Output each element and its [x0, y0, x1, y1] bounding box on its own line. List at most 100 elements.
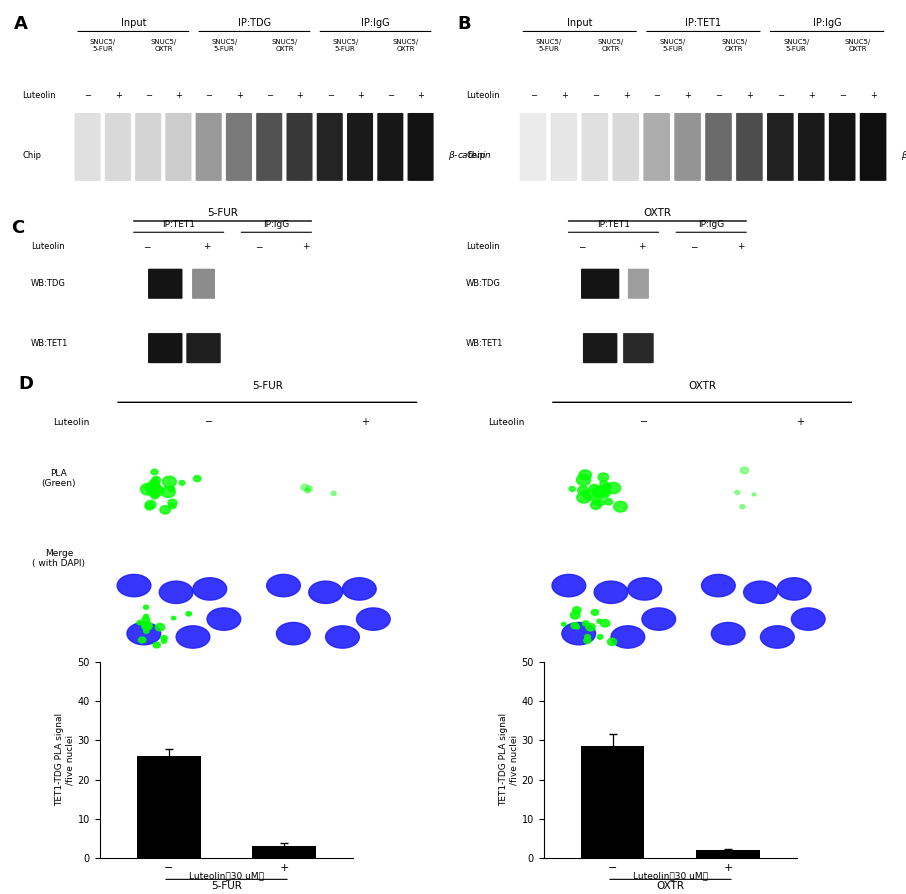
Circle shape [573, 607, 581, 613]
Text: Luteolin（30 uM）: Luteolin（30 uM） [189, 872, 264, 881]
Ellipse shape [760, 626, 795, 648]
Text: +: + [236, 91, 243, 100]
Circle shape [151, 478, 158, 484]
Text: +: + [296, 91, 304, 100]
Text: −: − [266, 91, 273, 100]
Text: −: − [530, 91, 537, 100]
Circle shape [161, 636, 168, 641]
Circle shape [597, 635, 603, 639]
Circle shape [613, 502, 627, 512]
Text: −: − [143, 242, 150, 251]
Circle shape [152, 477, 160, 484]
Text: Chip: Chip [467, 151, 486, 160]
Ellipse shape [207, 608, 241, 630]
Ellipse shape [127, 622, 160, 645]
Ellipse shape [159, 581, 193, 603]
Text: +: + [115, 91, 121, 100]
Ellipse shape [309, 581, 342, 603]
Text: IP:IgG: IP:IgG [699, 220, 724, 229]
Bar [137, 756, 200, 858]
Circle shape [590, 485, 599, 492]
Text: +: + [870, 91, 877, 100]
Text: Luteolin: Luteolin [23, 91, 56, 100]
Bar [253, 846, 316, 858]
Circle shape [161, 486, 175, 497]
Text: +: + [303, 242, 310, 251]
Text: Luteolin: Luteolin [31, 242, 65, 251]
Circle shape [583, 490, 589, 494]
Circle shape [592, 486, 606, 498]
Circle shape [571, 611, 580, 619]
Text: A: A [14, 14, 28, 32]
Circle shape [752, 493, 756, 496]
Circle shape [145, 501, 156, 509]
Text: PLA
(Green): PLA (Green) [42, 468, 76, 488]
Text: −: − [653, 91, 660, 100]
Circle shape [600, 480, 608, 486]
Ellipse shape [701, 574, 735, 597]
Text: −: − [255, 242, 262, 251]
Text: −: − [592, 91, 599, 100]
Text: +: + [685, 91, 691, 100]
Text: $\beta$-catenin: $\beta$-catenin [901, 149, 906, 162]
Text: IP:IgG: IP:IgG [361, 18, 390, 28]
Text: IP:IgG: IP:IgG [813, 18, 842, 28]
Circle shape [740, 505, 745, 509]
Circle shape [155, 623, 165, 631]
Text: SNUC5/
OXTR: SNUC5/ OXTR [845, 39, 872, 52]
Bar [697, 850, 760, 858]
Circle shape [306, 486, 313, 491]
Text: −: − [206, 91, 213, 100]
Circle shape [583, 637, 591, 644]
Text: SNUC5/
OXTR: SNUC5/ OXTR [598, 39, 624, 52]
Text: 5-FUR: 5-FUR [252, 381, 283, 392]
Text: SNUC5/
OXTR: SNUC5/ OXTR [272, 39, 298, 52]
Circle shape [591, 502, 601, 510]
Text: Merge
( with DAPI): Merge ( with DAPI) [33, 549, 85, 569]
Text: −: − [578, 242, 585, 251]
Circle shape [301, 485, 309, 491]
Text: +: + [176, 91, 182, 100]
Text: +: + [737, 242, 745, 251]
Text: IP:TDG: IP:TDG [238, 18, 271, 28]
Circle shape [149, 480, 159, 489]
Circle shape [151, 493, 159, 499]
Text: SNUC5/
5-FUR: SNUC5/ 5-FUR [783, 39, 809, 52]
Circle shape [331, 492, 336, 495]
Circle shape [562, 622, 566, 626]
Circle shape [186, 611, 191, 616]
Ellipse shape [611, 626, 645, 648]
Ellipse shape [325, 626, 360, 648]
Text: Input: Input [567, 18, 593, 28]
Ellipse shape [117, 574, 150, 597]
Ellipse shape [342, 578, 376, 600]
Circle shape [304, 488, 311, 493]
Circle shape [169, 486, 175, 492]
Circle shape [575, 626, 580, 629]
Ellipse shape [176, 626, 210, 648]
Text: +: + [638, 242, 645, 251]
Circle shape [584, 491, 595, 500]
Circle shape [149, 485, 161, 494]
Circle shape [735, 491, 739, 494]
Text: −: − [387, 91, 394, 100]
Ellipse shape [552, 574, 585, 597]
Text: +: + [361, 417, 369, 427]
Circle shape [139, 637, 146, 643]
Circle shape [592, 498, 600, 504]
Y-axis label: TET1-TDG PLA signal
/five nuclei: TET1-TDG PLA signal /five nuclei [499, 713, 519, 806]
Circle shape [601, 491, 608, 496]
Text: 5-FUR: 5-FUR [211, 881, 242, 890]
Ellipse shape [266, 574, 301, 597]
Circle shape [161, 639, 167, 643]
Text: WB:TDG: WB:TDG [31, 279, 66, 288]
Circle shape [586, 623, 595, 631]
Ellipse shape [562, 622, 595, 645]
Text: 50 uM: 50 uM [190, 529, 207, 535]
Bar [581, 746, 644, 858]
Text: −: − [777, 91, 785, 100]
Text: Luteolin（30 uM）: Luteolin（30 uM） [633, 872, 708, 881]
Circle shape [193, 476, 201, 482]
Circle shape [179, 481, 185, 485]
Circle shape [169, 503, 176, 509]
